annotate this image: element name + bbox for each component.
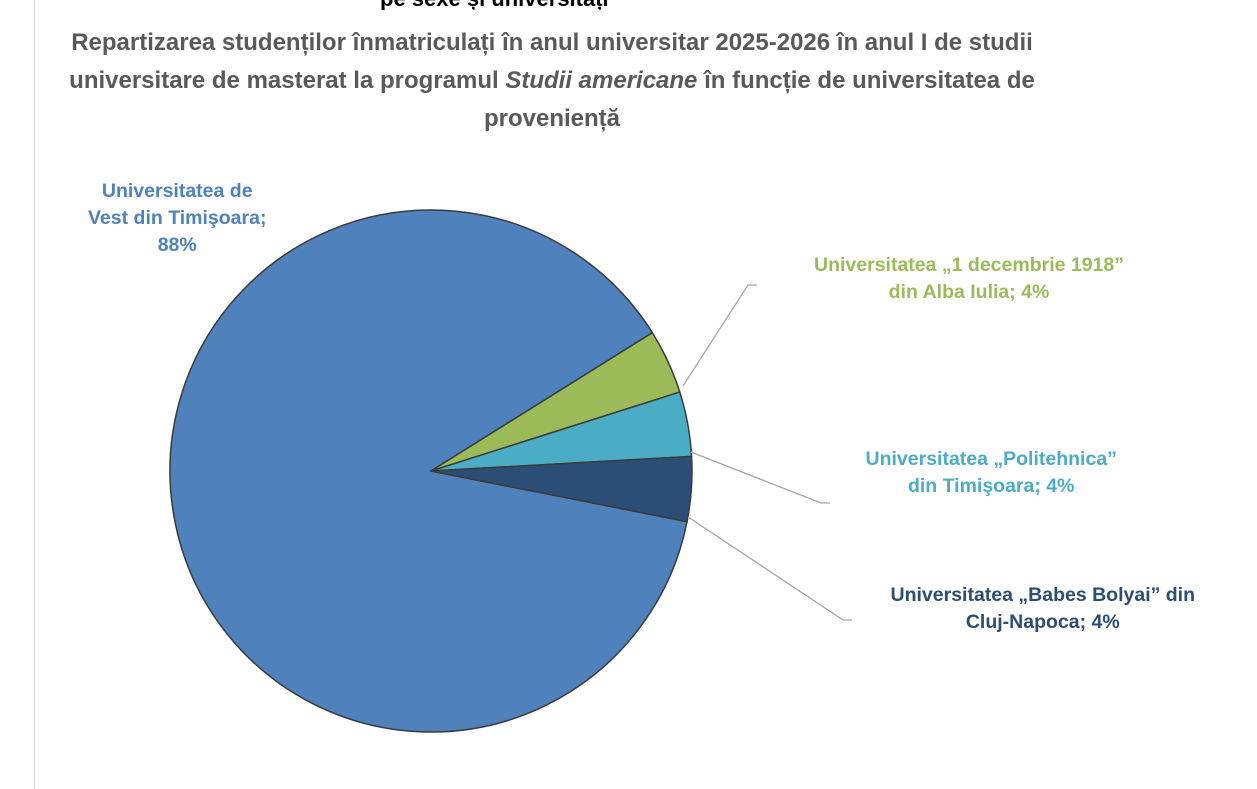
leader-line-universitatea-politehnica-din-timisoara xyxy=(690,451,830,504)
chart-title-part-2: în funcție de universitatea de provenien… xyxy=(483,67,1035,132)
leader-line-universitatea-babes-bolyai-din-cluj-napoca xyxy=(687,516,852,621)
chart-frame-left-border xyxy=(34,0,35,789)
data-label-universitatea-de-vest-din-timisoara: Universitatea de Vest din Timişoara; 88% xyxy=(88,178,266,259)
chart-title-part-1: Repartizarea studenților înmatriculați î… xyxy=(69,29,1033,94)
data-label-line: Vest din Timişoara; xyxy=(88,207,267,229)
pie-slice-universitatea-de-vest-din-timisoara xyxy=(169,209,688,733)
data-label-line: Universitatea „1 decembrie 1918” xyxy=(814,254,1125,276)
data-label-line: Universitatea „Politehnica” xyxy=(865,448,1117,470)
data-label-universitatea-babes-bolyai-din-cluj-napoca: Universitatea „Babes Bolyai” din Cluj-Nap… xyxy=(891,582,1196,636)
data-label-line: Universitatea „Babes Bolyai” din xyxy=(890,584,1196,606)
chart-title-italic: Studii americane xyxy=(505,67,698,94)
data-label-line: 88% xyxy=(157,234,197,256)
data-label-line: Universitatea de xyxy=(101,180,253,202)
leader-line-universitatea-1-decembrie-1918-din-alba-iulia xyxy=(682,284,757,387)
chart-title: Repartizarea studenților înmatriculați î… xyxy=(62,24,1042,138)
data-label-universitatea-1-decembrie-1918-din-alba-iulia: Universitatea „1 decembrie 1918” din Alba… xyxy=(814,252,1124,306)
cut-off-header: pe sexe și universități xyxy=(380,0,850,10)
data-label-line: din Alba Iulia; 4% xyxy=(888,281,1050,303)
data-label-line: Cluj-Napoca; 4% xyxy=(965,611,1120,633)
data-label-universitatea-politehnica-din-timisoara: Universitatea „Politehnica” din Timişoara… xyxy=(866,446,1117,500)
data-label-line: din Timişoara; 4% xyxy=(907,475,1075,497)
cut-off-header-text: pe sexe și universități xyxy=(380,0,609,10)
pie-slice-universitatea-babes-bolyai-din-cluj-napoca xyxy=(430,455,693,523)
